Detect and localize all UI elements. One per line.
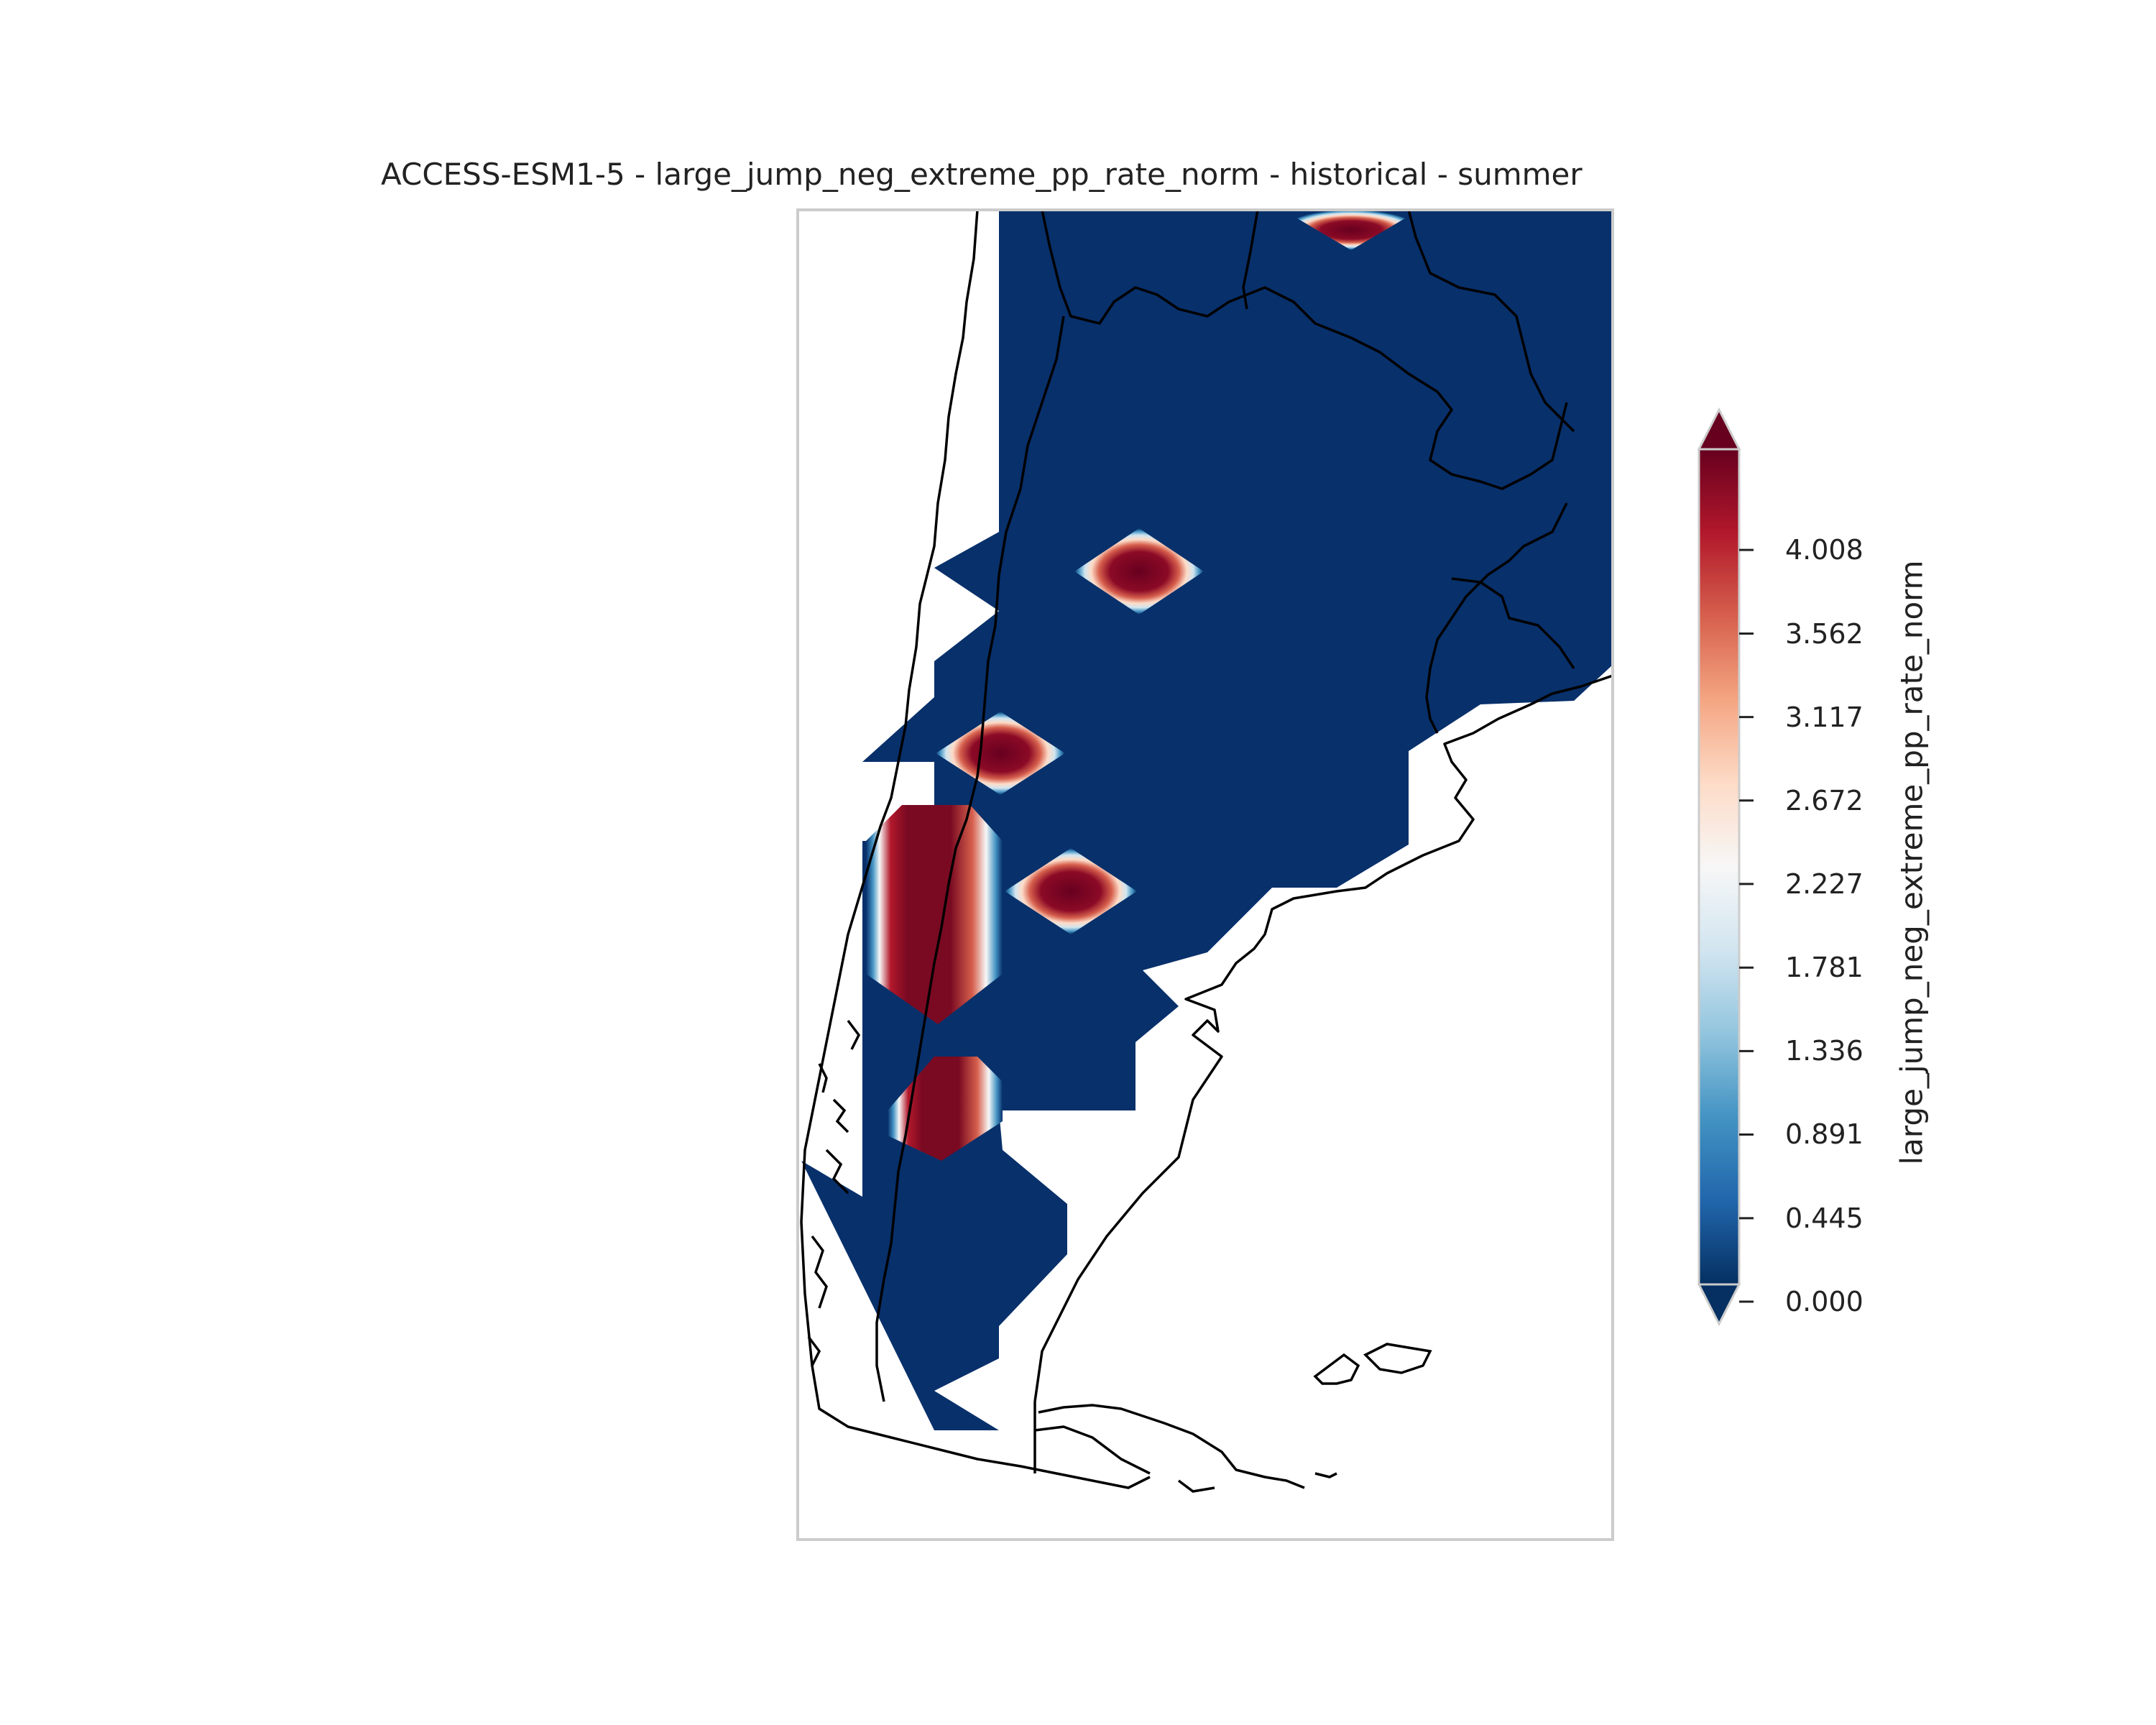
colorbar-tick-label: 3.562 [1785,617,1864,650]
colorbar-tick-label: 4.008 [1785,534,1864,566]
country-borders [875,210,1575,1473]
hotspot-central [1005,848,1137,934]
colorbar-tick-label: 2.227 [1785,868,1864,900]
hotspot-west-central [936,712,1065,795]
coastlines [800,210,1613,1489]
hotspot-central-north [1074,528,1204,615]
falkland-islands [1313,1343,1432,1385]
colorbar-tick-label: 1.781 [1785,952,1864,984]
hotspot-andes-block [866,805,1003,1024]
colorbar-extend-max [1697,407,1741,451]
colorbar-tick-label: 3.117 [1785,701,1864,733]
colorbar [1697,407,1754,1327]
colorbar-tick-marks [1739,548,1754,1303]
colorbar-body [1697,448,1741,1286]
colorbar-tick-label: 0.445 [1785,1202,1864,1234]
chile-islands [807,1019,1215,1493]
colorbar-extend-min [1697,1283,1741,1327]
colorbar-tick-label: 0.000 [1785,1286,1864,1317]
data-field [801,210,1613,1430]
colorbar-tick-label: 1.336 [1785,1035,1864,1067]
colorbar-tick-label: 0.891 [1785,1118,1864,1151]
colorbar-tick-label: 2.672 [1785,784,1864,816]
colorbar-label: large_jump_neg_extreme_pp_rate_norm [1894,560,1930,1165]
plot-title: ACCESS-ESM1-5 - large_jump_neg_extreme_p… [381,157,1583,192]
map-area [800,210,1613,1493]
hotspot-south-andes [888,1057,1003,1161]
map-frame [796,208,1614,1541]
hotspot-north-edge [1283,210,1419,250]
